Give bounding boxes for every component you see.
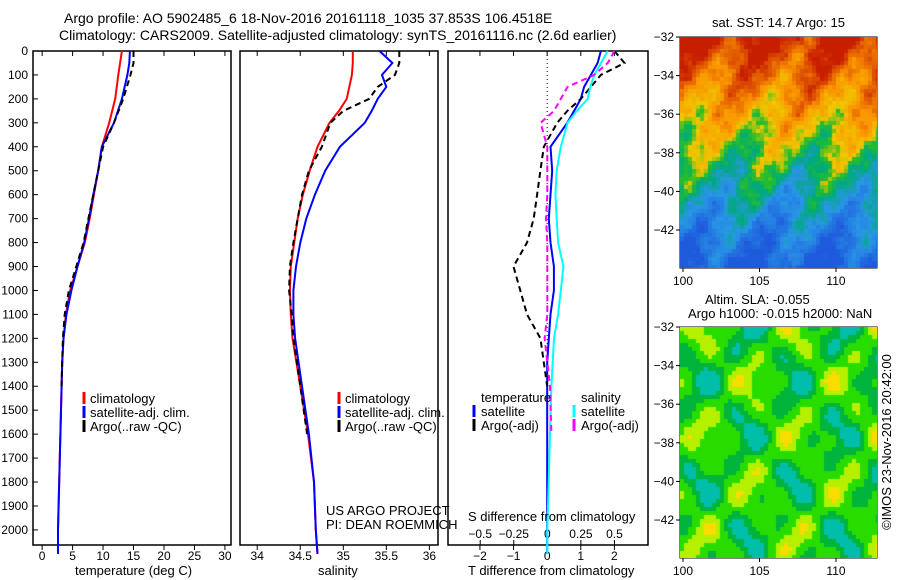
sdiff-xtick-label: 0.25 xyxy=(569,527,593,541)
series-t-argo-adj- xyxy=(514,51,625,386)
argo-profile-figure: Argo profile: AO 5902485_6 18-Nov-2016 2… xyxy=(0,0,900,580)
temperature-xtick-label: 30 xyxy=(218,549,232,563)
diff-legend-s-argo: Argo(-adj) xyxy=(581,418,639,433)
depth-tick-label: 400 xyxy=(8,140,28,154)
depth-tick-label: 1400 xyxy=(1,379,28,393)
depth-tick-label: 1900 xyxy=(1,499,28,513)
salinity-frame xyxy=(240,51,438,545)
series-s-satellite xyxy=(547,51,607,554)
salinity-xtick-label: 35 xyxy=(337,549,351,563)
depth-tick-label: 800 xyxy=(8,236,28,250)
salinity-xtick-label: 36 xyxy=(423,549,437,563)
sla-lat-label: −32 xyxy=(654,320,675,334)
sla-lat-label: −36 xyxy=(654,397,675,411)
temperature-frame xyxy=(33,51,231,545)
diff-legend-t-argo: Argo(-adj) xyxy=(481,418,539,433)
tdiff-xlabel: T difference from climatology xyxy=(468,563,634,578)
temperature-xlabel: temperature (deg C) xyxy=(75,563,192,578)
sla-lon-label: 105 xyxy=(749,564,769,578)
depth-tick-label: 600 xyxy=(8,188,28,202)
series-satellite-adj-clim- xyxy=(58,51,130,554)
annotation-project: US ARGO PROJECT xyxy=(326,503,450,518)
depth-tick-label: 700 xyxy=(8,212,28,226)
sdiff-xtick-label: 0.5 xyxy=(606,527,623,541)
s-legend-climatology: climatology xyxy=(345,391,410,406)
sla-lat-label: −38 xyxy=(654,436,675,450)
depth-tick-label: 1600 xyxy=(1,427,28,441)
salinity-xlabel: salinity xyxy=(318,563,358,578)
difference-xtick-label: −1 xyxy=(507,549,521,563)
series-argo-raw-qc- xyxy=(62,51,134,386)
series-satellite-adj-clim- xyxy=(293,51,392,554)
difference-xtick-label: 2 xyxy=(611,549,618,563)
depth-tick-label: 1200 xyxy=(1,331,28,345)
s-legend-satellite: satellite-adj. clim. xyxy=(345,405,445,420)
sst-lon-label: 110 xyxy=(826,274,845,288)
sla-lat-label: −42 xyxy=(654,513,675,527)
sst-lat-label: −38 xyxy=(654,146,675,160)
depth-tick-label: 200 xyxy=(8,92,28,106)
diff-legend-s-satellite: satellite xyxy=(581,404,625,419)
temperature-xtick-label: 20 xyxy=(157,549,171,563)
depth-tick-label: 100 xyxy=(8,68,28,82)
imos-credit: ©IMOS 23-Nov-2016 20:42:00 xyxy=(879,342,895,542)
diff-legend-t-title: temperature xyxy=(481,390,551,405)
sst-lon-label: 100 xyxy=(673,274,693,288)
sst-lon-label: 105 xyxy=(749,274,769,288)
sdiff-xlabel: S difference from climatology xyxy=(468,509,635,524)
depth-tick-label: 1100 xyxy=(2,307,28,321)
depth-tick-label: 0 xyxy=(21,44,28,58)
t-legend-climatology: climatology xyxy=(90,391,155,406)
sla-map-title2: Argo h1000: -0.015 h2000: NaN xyxy=(688,306,872,321)
diff-legend-t-satellite: satellite xyxy=(481,404,525,419)
depth-tick-label: 1300 xyxy=(1,355,28,369)
salinity-xtick-label: 34.5 xyxy=(289,549,313,563)
depth-tick-label: 1500 xyxy=(1,403,28,417)
depth-tick-label: 2000 xyxy=(1,523,28,537)
sst-lat-label: −34 xyxy=(654,69,675,83)
annotation-pi: PI: DEAN ROEMMICH xyxy=(326,517,457,532)
salinity-xtick-label: 34 xyxy=(251,549,265,563)
temperature-xtick-label: 25 xyxy=(188,549,202,563)
depth-tick-label: 1800 xyxy=(1,475,28,489)
sla-lon-label: 110 xyxy=(826,564,845,578)
sla-lat-label: −34 xyxy=(654,359,675,373)
sla-lon-label: 100 xyxy=(673,564,693,578)
sst-map-title: sat. SST: 14.7 Argo: 15 xyxy=(712,15,845,30)
difference-xtick-label: 1 xyxy=(577,549,584,563)
depth-tick-label: 1000 xyxy=(1,283,28,297)
sst-lat-label: −32 xyxy=(654,30,675,44)
s-legend-argo: Argo(..raw -QC) xyxy=(345,419,437,434)
sst-lat-label: −42 xyxy=(654,223,675,237)
depth-tick-label: 300 xyxy=(8,116,28,130)
series-climatology xyxy=(290,51,353,554)
temperature-xtick-label: 0 xyxy=(39,549,46,563)
temperature-xtick-label: 10 xyxy=(96,549,110,563)
sla-lat-label: −40 xyxy=(654,474,675,488)
sdiff-xtick-label: −0.5 xyxy=(468,527,492,541)
t-legend-satellite: satellite-adj. clim. xyxy=(90,405,190,420)
diff-legend-s-title: salinity xyxy=(581,390,621,405)
sdiff-xtick-label: −0.25 xyxy=(499,527,530,541)
temperature-xtick-label: 15 xyxy=(127,549,141,563)
depth-tick-label: 900 xyxy=(8,260,28,274)
difference-xtick-label: −2 xyxy=(473,549,487,563)
sst-map xyxy=(680,37,877,268)
depth-tick-label: 1700 xyxy=(1,451,28,465)
series-argo-raw-qc- xyxy=(289,51,399,434)
sla-map xyxy=(680,327,877,558)
sst-lat-label: −40 xyxy=(654,184,675,198)
salinity-xtick-label: 35.5 xyxy=(375,549,399,563)
temperature-xtick-label: 5 xyxy=(69,549,76,563)
t-legend-argo: Argo(..raw -QC) xyxy=(90,419,182,434)
sla-map-title1: Altim. SLA: -0.055 xyxy=(705,292,810,307)
sst-lat-label: −36 xyxy=(654,107,675,121)
depth-tick-label: 500 xyxy=(8,164,28,178)
